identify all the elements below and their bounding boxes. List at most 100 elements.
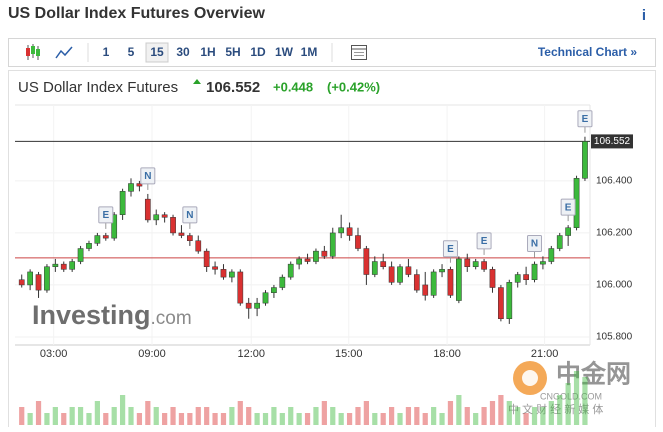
volume-bar xyxy=(237,401,243,425)
volume-bar xyxy=(573,371,580,425)
x-tick-label: 21:00 xyxy=(531,348,559,360)
event-marker[interactable] xyxy=(140,167,156,185)
table-icon[interactable] xyxy=(351,45,367,60)
candle-body xyxy=(304,258,311,262)
price-box xyxy=(591,134,633,149)
interval-button[interactable]: 1D xyxy=(250,45,266,59)
event-marker[interactable] xyxy=(577,110,593,128)
candle-body xyxy=(86,243,92,249)
interval-button[interactable]: 1W xyxy=(275,45,294,59)
volume-bar xyxy=(565,383,571,425)
candle-body xyxy=(170,217,176,234)
interval-selected xyxy=(145,42,169,63)
candle-body xyxy=(186,235,193,241)
volume-bar xyxy=(557,395,563,425)
volume-bar xyxy=(498,395,504,425)
volume-bar xyxy=(523,413,529,425)
volume-bar xyxy=(372,413,378,425)
change-percent: (+0.42%) xyxy=(327,79,380,94)
interval-button[interactable]: 30 xyxy=(176,45,190,59)
candle-body xyxy=(430,271,437,296)
candle-body xyxy=(161,214,168,218)
volume-bar xyxy=(279,413,285,425)
volume-bar xyxy=(338,413,344,425)
candle-body xyxy=(203,250,210,267)
volume-bar xyxy=(422,413,428,425)
candle-body xyxy=(514,274,521,283)
candle-body xyxy=(254,302,260,309)
event-marker[interactable] xyxy=(476,232,492,250)
candle-body xyxy=(94,235,101,244)
interval-button[interactable]: 1H xyxy=(200,45,215,59)
event-label[interactable]: N xyxy=(186,210,193,221)
watermark-brand: 中金网 xyxy=(556,360,631,389)
technical-chart-link[interactable]: Technical Chart » xyxy=(538,45,637,59)
watermark-site: CNGOLD.COM xyxy=(540,391,602,401)
event-label[interactable]: E xyxy=(582,114,589,125)
candle-body xyxy=(271,287,277,293)
candle-body xyxy=(102,235,109,239)
candle-body xyxy=(472,261,479,267)
candle-body xyxy=(27,271,33,286)
volume-bar xyxy=(153,407,159,425)
candle-body xyxy=(540,261,546,265)
x-tick-label: 12:00 xyxy=(237,348,265,360)
event-label[interactable]: E xyxy=(565,202,572,213)
candle-icon[interactable] xyxy=(26,44,40,60)
candle-body xyxy=(346,227,353,236)
volume-bar xyxy=(178,413,185,425)
candle-body xyxy=(128,183,134,192)
event-marker[interactable] xyxy=(98,206,114,224)
candle-body xyxy=(153,214,160,221)
event-marker[interactable] xyxy=(560,198,576,216)
volume-bar xyxy=(61,413,67,425)
line-icon[interactable] xyxy=(55,46,73,59)
volume-bar xyxy=(439,413,445,425)
candle-body xyxy=(144,198,151,221)
candle-body xyxy=(489,269,496,288)
interval-button[interactable]: 1 xyxy=(103,45,110,59)
volume-bar xyxy=(103,413,109,425)
event-marker[interactable] xyxy=(527,235,543,253)
y-tick-label: 106.200 xyxy=(596,228,633,239)
candle-body xyxy=(136,183,143,187)
volume-bar xyxy=(330,407,336,425)
volume-bar xyxy=(397,413,403,425)
volume-bar xyxy=(187,413,193,425)
interval-button[interactable]: 1M xyxy=(301,45,318,59)
candle-body xyxy=(355,235,361,249)
info-icon[interactable]: i xyxy=(642,7,646,24)
price-box-label: 106.552 xyxy=(594,136,631,147)
interval-button[interactable]: 5 xyxy=(128,45,135,59)
candle-body xyxy=(44,266,50,291)
volume-bar xyxy=(19,407,25,425)
volume-bar xyxy=(220,413,227,425)
candle-body xyxy=(548,248,555,262)
volume-bar xyxy=(94,401,100,425)
interval-button[interactable]: 5H xyxy=(225,45,240,59)
candle-body xyxy=(464,258,471,267)
candle-body xyxy=(212,266,218,270)
widget-title: US Dollar Index Futures Overview xyxy=(8,5,266,22)
candle-body xyxy=(422,284,429,296)
volume-bar xyxy=(288,407,294,425)
candle-body xyxy=(498,287,504,319)
candle-body xyxy=(77,248,84,262)
candle-body xyxy=(481,261,487,270)
event-label[interactable]: E xyxy=(447,244,454,255)
candle-body xyxy=(456,258,462,301)
event-label[interactable]: N xyxy=(144,171,151,182)
event-label[interactable]: E xyxy=(481,236,488,247)
volume-bar xyxy=(204,407,210,425)
event-label[interactable]: E xyxy=(102,210,109,221)
interval-button[interactable]: 15 xyxy=(150,45,164,59)
event-marker[interactable] xyxy=(182,206,198,224)
event-label[interactable]: N xyxy=(531,239,538,250)
event-marker[interactable] xyxy=(442,240,458,258)
volume-bar xyxy=(69,407,75,425)
candle-body xyxy=(531,263,538,280)
candle-body xyxy=(52,263,59,267)
candle-body xyxy=(35,274,42,291)
change: +0.448 xyxy=(273,79,313,94)
candle-body xyxy=(506,282,513,319)
